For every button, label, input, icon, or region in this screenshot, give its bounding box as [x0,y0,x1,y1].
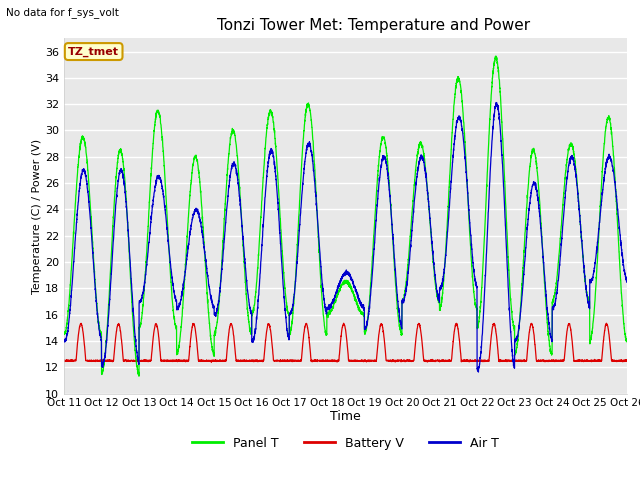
Text: TZ_tmet: TZ_tmet [68,47,119,57]
X-axis label: Time: Time [330,410,361,423]
Y-axis label: Temperature (C) / Power (V): Temperature (C) / Power (V) [32,138,42,294]
Text: No data for f_sys_volt: No data for f_sys_volt [6,7,119,18]
Title: Tonzi Tower Met: Temperature and Power: Tonzi Tower Met: Temperature and Power [217,18,531,33]
Legend: Panel T, Battery V, Air T: Panel T, Battery V, Air T [187,432,504,455]
